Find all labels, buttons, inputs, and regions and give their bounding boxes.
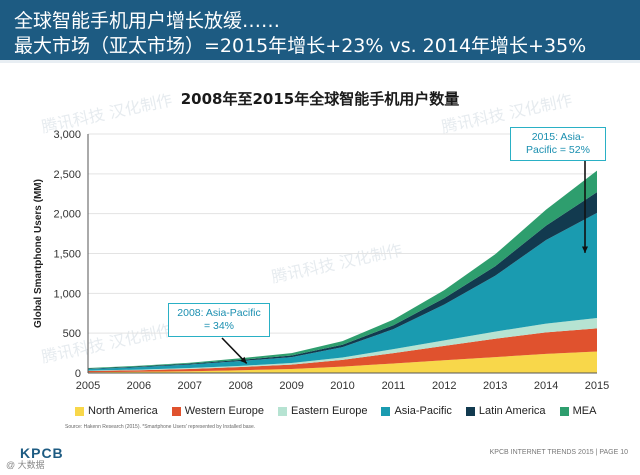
legend-item: Latin America — [465, 405, 546, 417]
x-tick-label: 2008 — [228, 380, 252, 392]
legend-item: Western Europe — [171, 405, 264, 417]
slide-title-line-2: 最大市场（亚太市场）=2015年增长+23% vs. 2014年增长+35% — [14, 35, 587, 57]
slide-title-line-1: 全球智能手机用户增长放缓…… — [14, 10, 281, 32]
legend-item: Asia-Pacific — [381, 405, 452, 417]
source-note: Source: Hakenn Research (2015). *Smartph… — [65, 424, 256, 430]
slide-header: 全球智能手机用户增长放缓…… 最大市场（亚太市场）=2015年增长+23% vs… — [0, 0, 640, 60]
legend-item: Eastern Europe — [278, 405, 367, 417]
series-area-north-america — [88, 351, 597, 373]
legend-item: North America — [75, 405, 158, 417]
x-tick-label: 2005 — [76, 380, 100, 392]
y-tick-label: 1,500 — [53, 249, 81, 261]
x-tick-label: 2013 — [483, 380, 507, 392]
x-tick-label: 2010 — [330, 380, 354, 392]
kpcb-logo: KPCB — [20, 445, 64, 461]
x-tick-label: 2011 — [382, 380, 406, 392]
y-tick-label: 500 — [63, 328, 81, 340]
x-tick-label: 2007 — [178, 380, 202, 392]
chart-title: 2008年至2015年全球智能手机用户数量 — [180, 90, 460, 108]
y-tick-label: 3,000 — [53, 129, 81, 141]
y-tick-label: 2,500 — [53, 169, 81, 181]
annotation-arrow-2008-head — [240, 356, 247, 364]
legend-item: MEA — [559, 405, 596, 417]
chart-legend: North America Western Europe Eastern Eur… — [75, 405, 615, 417]
y-axis-label: Global Smartphone Users (MM) — [33, 179, 44, 328]
series-area-asia-pacific — [88, 212, 597, 371]
x-tick-label: 2006 — [127, 380, 151, 392]
y-tick-label: 0 — [75, 368, 81, 380]
x-tick-label: 2009 — [279, 380, 303, 392]
callout-2015: 2015: Asia-Pacific = 52% — [510, 127, 606, 161]
series-area-western-europe — [88, 328, 597, 373]
callout-2008: 2008: Asia-Pacific = 34% — [168, 303, 270, 337]
annotation-arrow-2015-head — [581, 246, 589, 253]
y-tick-label: 2,000 — [53, 209, 81, 221]
x-tick-label: 2015 — [585, 380, 609, 392]
footer-page-label: KPCB INTERNET TRENDS 2015 | PAGE 10 — [489, 449, 628, 456]
y-tick-label: 1,000 — [53, 288, 81, 300]
x-tick-label: 2012 — [432, 380, 456, 392]
header-divider — [0, 60, 640, 63]
x-tick-label: 2014 — [534, 380, 558, 392]
corner-mark: @ 大数据 — [6, 460, 45, 470]
